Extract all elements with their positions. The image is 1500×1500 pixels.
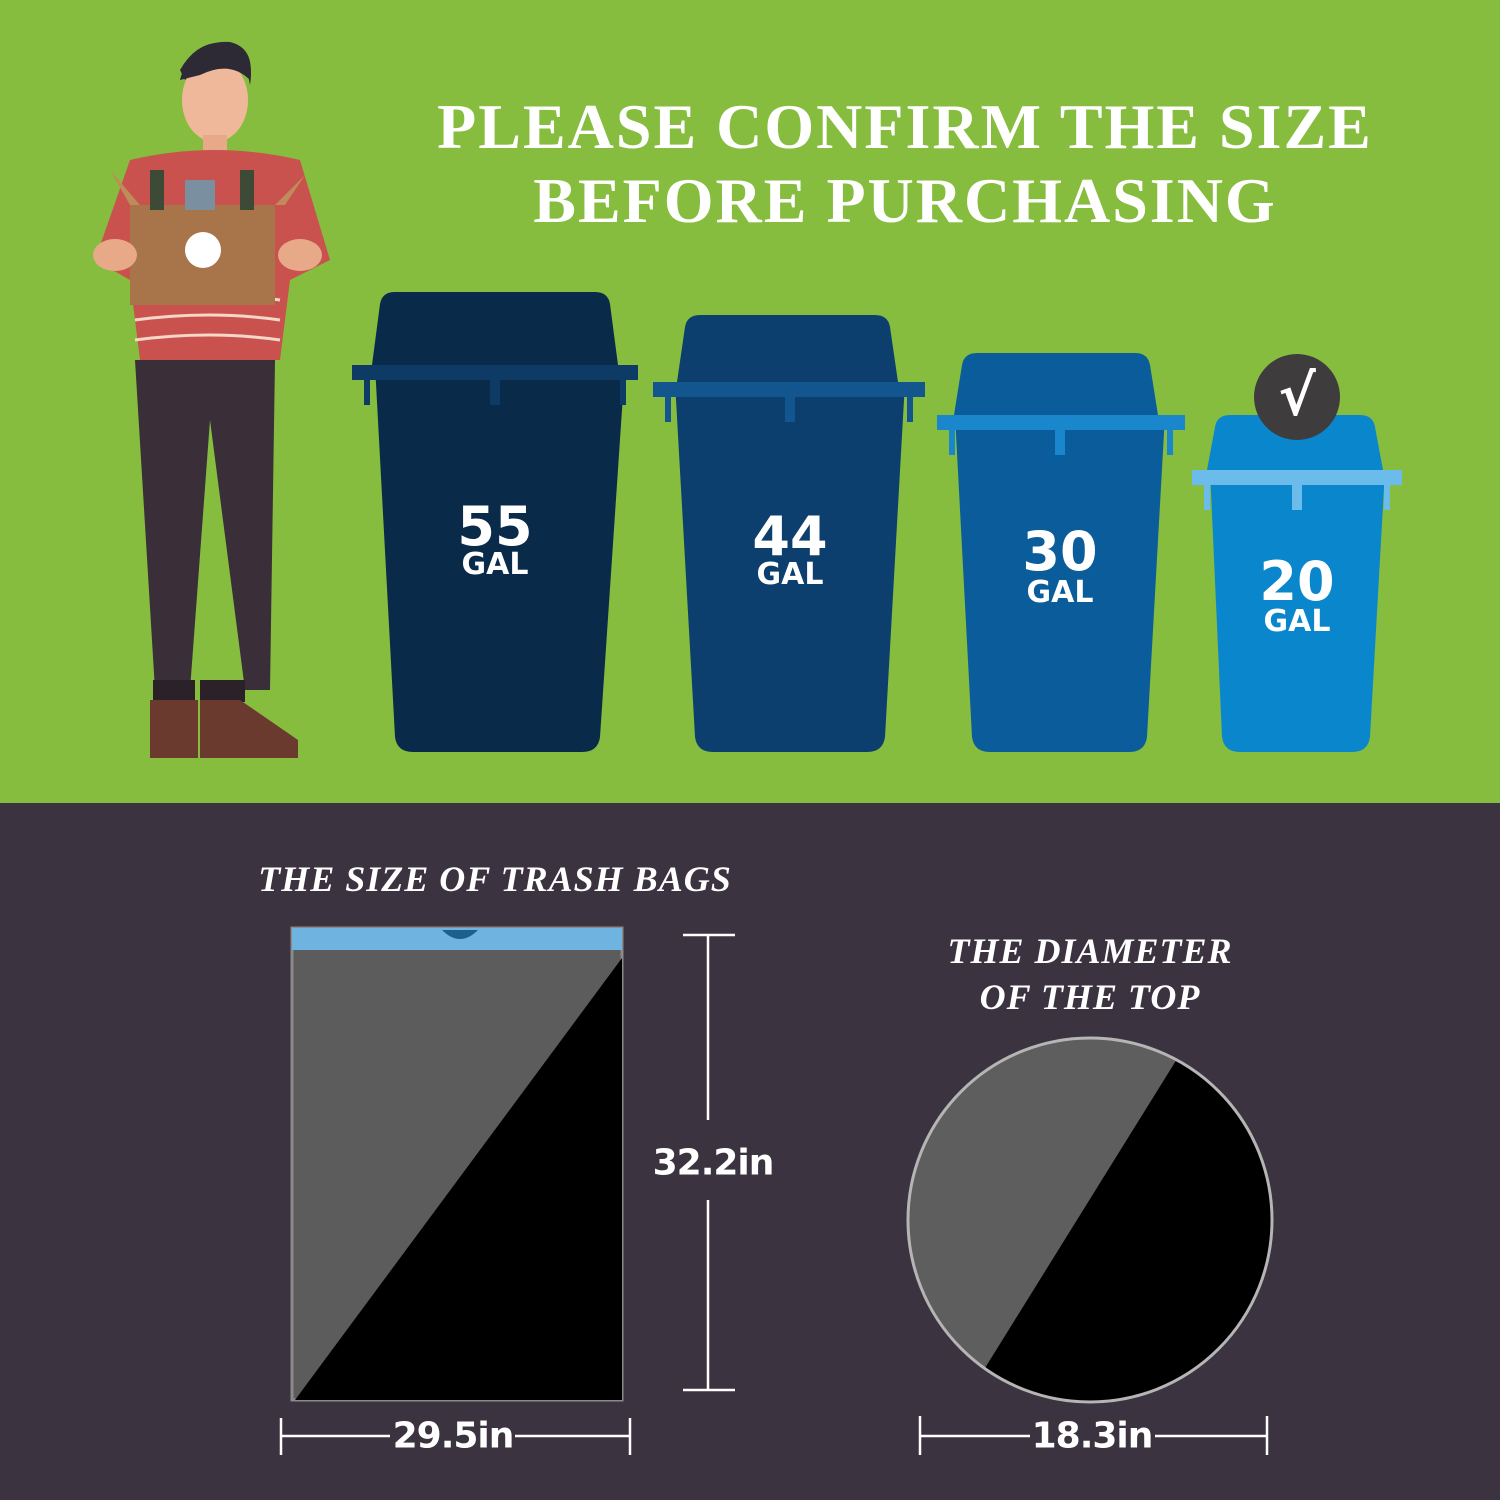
diameter-title-line1: THE DIAMETER [947, 931, 1233, 971]
can-capacity-unit: GAL [1026, 575, 1094, 610]
bag-top-circle [906, 1036, 1274, 1404]
can-capacity-number: 44 [752, 505, 828, 568]
trash-can-30 [937, 353, 1185, 752]
can-capacity-unit: GAL [756, 557, 824, 592]
trash-bag-illustration [290, 926, 624, 1402]
recycle-icon [185, 232, 221, 268]
check-icon: √ [1278, 364, 1316, 429]
headline-line2: BEFORE PURCHASING [533, 165, 1277, 236]
can-capacity-number: 20 [1259, 550, 1335, 613]
selected-check-badge: √ [1254, 354, 1340, 440]
can-capacity-unit: GAL [461, 547, 529, 582]
trash-can-44 [653, 315, 925, 752]
bag-width-label: 29.5in [392, 1415, 515, 1457]
headline-line1: PLEASE CONFIRM THE SIZE [437, 91, 1373, 162]
diameter-title-line2: OF THE TOP [979, 977, 1201, 1017]
can-capacity-number: 30 [1022, 520, 1098, 583]
bag-height-label: 32.2in [652, 1142, 775, 1184]
person-illustration [93, 41, 330, 758]
diameter-width-label: 18.3in [1031, 1415, 1154, 1457]
can-capacity-unit: GAL [1263, 604, 1331, 639]
can-capacity-number: 55 [457, 495, 533, 558]
trash-can-55 [352, 292, 638, 752]
bag-dimension-lines [279, 933, 1269, 1455]
trash-can-group [352, 292, 1402, 752]
bag-size-title: THE SIZE OF TRASH BAGS [258, 859, 732, 899]
trash-can-20 [1192, 415, 1402, 752]
